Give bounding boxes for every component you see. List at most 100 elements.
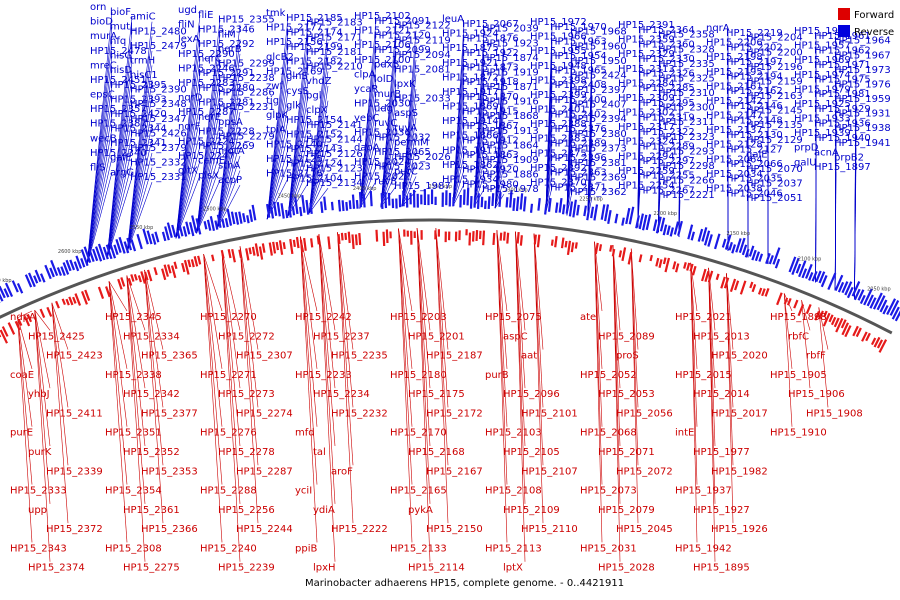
forward-gene-label: pykA [408,505,433,516]
label-leader-line [106,118,133,259]
forward-gene-label: coaE [10,370,34,381]
reverse-gene-label: HP15_1954 [550,51,607,62]
reverse-gene-label: zwf [266,81,283,92]
label-leader-line [380,84,397,208]
reverse-gene-label: HP15_2023 [374,162,431,173]
reverse-gene-label: HP15_1940 [814,133,871,144]
reverse-gene-mark [754,251,761,262]
label-leader-line [398,228,413,543]
reverse-gene-label: HP15_2134 [306,178,363,189]
reverse-gene-label: HP15_2126 [306,149,363,160]
label-leader-line [594,241,603,543]
reverse-gene-label: fliS [90,162,105,173]
reverse-gene-mark [547,197,552,212]
reverse-gene-mark [666,225,671,236]
reverse-gene-label: HP15_2182 [286,57,343,68]
reverse-gene-label: HP15_2309 [618,93,675,104]
forward-gene-label: HP15_2271 [200,370,257,381]
forward-gene-mark [805,304,812,315]
reverse-gene-mark [3,288,10,298]
forward-gene-label: ydiA [313,505,335,516]
label-leader-line [494,135,505,209]
forward-gene-mark [187,259,192,268]
forward-gene-label: HP15_2107 [521,466,578,477]
reverse-gene-label: HP15_2363 [550,168,607,179]
reverse-gene-label: HP15_2330 [638,54,695,65]
label-leader-line [108,281,128,543]
label-leader-line [612,244,621,389]
forward-gene-mark [316,235,320,245]
forward-gene-mark [170,265,177,279]
label-leader-line [318,234,336,389]
reverse-gene-label: HP15_2032 [374,133,431,144]
reverse-gene-label: HP15_2267 [638,185,695,196]
reverse-gene-mark [662,224,668,236]
reverse-gene-label: HP15_2141 [306,120,363,131]
reverse-gene-mark [798,260,807,278]
reverse-gene-label: HP15_2392 [530,163,587,174]
label-leader-line [175,58,201,239]
reverse-gene-mark [136,233,143,250]
forward-gene-label: upp [28,505,47,516]
forward-gene-label: HP15_2170 [390,428,447,439]
label-leader-line [266,105,289,220]
forward-gene-label: HP15_2201 [408,331,465,342]
label-leader-line [612,244,621,331]
forward-gene-label: HP15_2288 [200,486,257,497]
label-leader-line [452,155,465,207]
reverse-gene-mark [242,213,246,223]
forward-gene-label: HP15_2172 [426,408,483,419]
reverse-gene-label: fliE [198,10,213,21]
forward-gene-mark [475,230,479,242]
label-leader-line [86,70,113,266]
reverse-gene-label: HP15_1963 [550,36,607,47]
label-leader-line [496,230,508,369]
reverse-gene-label: pgl [306,91,321,102]
label-leader-line [126,275,146,447]
forward-gene-mark [231,248,236,263]
reverse-gene-label: HP15_1922 [462,48,519,59]
reverse-gene-label: HP15_2091 [374,16,431,27]
forward-gene-label: HP15_2014 [693,389,750,400]
reverse-gene-mark [216,214,222,228]
reverse-gene-mark [590,206,595,219]
reverse-gene-mark [462,189,466,205]
forward-gene-mark [220,250,225,259]
reverse-gene-mark [512,198,516,211]
forward-gene-mark [72,296,77,304]
forward-gene-label: proS [616,351,639,362]
reverse-gene-label: HP15_2451 [90,75,147,86]
label-leader-line [494,150,505,209]
reverse-gene-mark [751,249,757,261]
reverse-gene-label: HP15_2185 [286,13,343,24]
forward-gene-mark [183,259,190,275]
forward-gene-label: HP15_2425 [28,331,85,342]
reverse-gene-label: HP15_1987 [394,181,451,192]
reverse-gene-mark [628,206,635,225]
forward-gene-mark [598,244,603,252]
label-leader-line [126,275,146,562]
reverse-gene-label: HP15_2370 [530,177,587,188]
label-leader-line [801,300,811,389]
label-leader-line [17,310,33,319]
label-leader-line [726,273,734,408]
reverse-gene-label: HP15_2238 [218,73,275,84]
forward-gene-label: HP15_2272 [218,331,275,342]
forward-gene-mark [327,236,331,250]
label-leader-line [51,302,69,524]
label-leader-line [203,254,223,427]
reverse-gene-label: HP15_2247 [178,151,235,162]
label-leader-line [496,230,508,543]
reverse-gene-label: HP15_2362 [570,187,627,198]
reverse-gene-mark [214,220,219,230]
forward-gene-mark [146,269,153,282]
forward-gene-mark [344,232,348,240]
label-leader-line [398,228,413,312]
reverse-gene-label: HP15_1974 [794,70,851,81]
forward-gene-label: ndpA [10,312,36,323]
reverse-gene-mark [724,234,732,250]
reverse-gene-label: HP15_2359 [618,35,675,46]
forward-gene-mark [841,322,849,336]
forward-gene-mark [550,239,554,246]
forward-gene-label: HP15_2234 [313,389,370,400]
